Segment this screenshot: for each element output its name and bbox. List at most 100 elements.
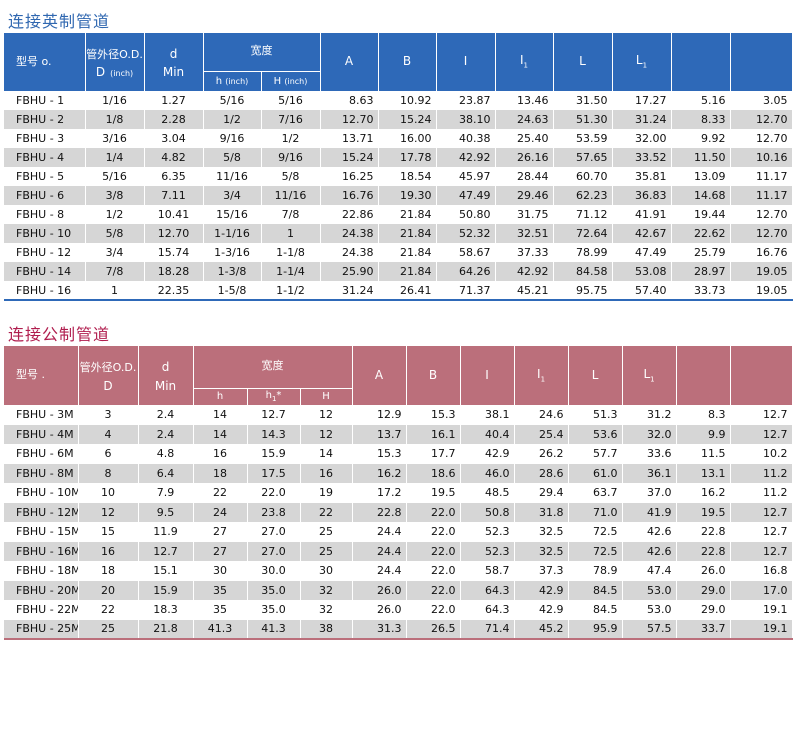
- value-cell: 9.5: [138, 502, 194, 522]
- value-cell: 64.26: [436, 262, 496, 281]
- value-cell: 35.0: [247, 580, 301, 600]
- value-cell: 32.00: [612, 129, 672, 148]
- header-h: h (inch): [203, 70, 262, 91]
- header-L1: L1: [622, 346, 677, 405]
- model-cell: FBHU - 6: [4, 186, 86, 205]
- header-blank-1: [676, 346, 731, 405]
- value-cell: 16: [193, 444, 248, 464]
- value-cell: 23.8: [247, 502, 301, 522]
- value-cell: 11/16: [203, 167, 262, 186]
- value-cell: 5/8: [261, 167, 321, 186]
- value-cell: 17.27: [612, 91, 672, 110]
- value-cell: 32.5: [514, 522, 569, 542]
- header-L: L: [553, 33, 613, 91]
- value-cell: 15/16: [203, 205, 262, 224]
- value-cell: 1/16: [85, 91, 145, 110]
- value-cell: 17.2: [352, 483, 407, 503]
- value-cell: 41.3: [247, 619, 301, 640]
- value-cell: 10.16: [730, 148, 793, 167]
- value-cell: 17.0: [730, 580, 793, 600]
- value-cell: 25.90: [320, 262, 379, 281]
- value-cell: 38.1: [460, 405, 515, 425]
- header-h: h: [193, 387, 248, 405]
- value-cell: 12.7: [247, 405, 301, 425]
- value-cell: 8: [78, 463, 139, 483]
- value-cell: 30: [193, 561, 248, 581]
- model-cell: FBHU - 10M: [4, 483, 79, 503]
- model-cell: FBHU - 20M: [4, 580, 79, 600]
- value-cell: 15.3: [352, 444, 407, 464]
- value-cell: 27: [193, 541, 248, 561]
- value-cell: 2.4: [138, 405, 194, 425]
- value-cell: 42.6: [622, 541, 677, 561]
- value-cell: 12.9: [352, 405, 407, 425]
- value-cell: 31.75: [495, 205, 554, 224]
- value-cell: 1: [85, 281, 145, 301]
- value-cell: 3.04: [144, 129, 204, 148]
- value-cell: 12.7: [730, 541, 793, 561]
- value-cell: 16.76: [730, 243, 793, 262]
- value-cell: 24.4: [352, 522, 407, 542]
- value-cell: 12: [78, 502, 139, 522]
- value-cell: 14.3: [247, 424, 301, 444]
- value-cell: 25.40: [495, 129, 554, 148]
- value-cell: 53.0: [622, 580, 677, 600]
- table-row: FBHU - 4 1/4 4.82 5/8 9/16 15.24 17.78 42.92 26.…: [4, 148, 793, 167]
- table-row: FBHU - 5 5/16 6.35 11/16 5/8 16.25 18.54 45.97 2…: [4, 167, 793, 186]
- value-cell: 64.3: [460, 600, 515, 620]
- model-cell: FBHU - 15M: [4, 522, 79, 542]
- value-cell: 11.17: [730, 186, 793, 205]
- value-cell: 5/8: [85, 224, 145, 243]
- value-cell: 11.17: [730, 167, 793, 186]
- value-cell: 57.40: [612, 281, 672, 301]
- value-cell: 24.4: [352, 561, 407, 581]
- header-d-min: d Min: [138, 346, 194, 405]
- value-cell: 8.3: [676, 405, 731, 425]
- header-H: H: [300, 387, 353, 405]
- value-cell: 24: [193, 502, 248, 522]
- value-cell: 7.9: [138, 483, 194, 503]
- table-row: FBHU - 4M 4 2.4 14 14.3 12 13.7 16.1 40.4 25.4 53.…: [4, 424, 793, 444]
- value-cell: 38.10: [436, 110, 496, 129]
- value-cell: 13.09: [671, 167, 731, 186]
- value-cell: 12.70: [730, 224, 793, 243]
- value-cell: 11.9: [138, 522, 194, 542]
- value-cell: 32.5: [514, 541, 569, 561]
- value-cell: 19.05: [730, 262, 793, 281]
- value-cell: 19.1: [730, 619, 793, 640]
- value-cell: 47.49: [612, 243, 672, 262]
- model-cell: FBHU - 6M: [4, 444, 79, 464]
- model-cell: FBHU - 16M: [4, 541, 79, 561]
- value-cell: 18: [78, 561, 139, 581]
- value-cell: 45.21: [495, 281, 554, 301]
- value-cell: 31.3: [352, 619, 407, 640]
- value-cell: 12.7: [730, 424, 793, 444]
- value-cell: 27.0: [247, 541, 301, 561]
- value-cell: 21.84: [378, 224, 437, 243]
- value-cell: 78.99: [553, 243, 613, 262]
- value-cell: 62.23: [553, 186, 613, 205]
- value-cell: 29.4: [514, 483, 569, 503]
- value-cell: 1-3/8: [203, 262, 262, 281]
- value-cell: 10: [78, 483, 139, 503]
- value-cell: 32: [300, 580, 353, 600]
- value-cell: 31.50: [553, 91, 613, 110]
- header-model: 型号 o.: [4, 33, 86, 91]
- value-cell: 57.7: [568, 444, 623, 464]
- model-cell: FBHU - 5: [4, 167, 86, 186]
- value-cell: 15.9: [138, 580, 194, 600]
- value-cell: 1.27: [144, 91, 204, 110]
- value-cell: 15.1: [138, 561, 194, 581]
- value-cell: 12.7: [730, 522, 793, 542]
- table-row: FBHU - 16 1 22.35 1-5/8 1-1/2 31.24 26.41 71.37…: [4, 281, 793, 301]
- value-cell: 72.64: [553, 224, 613, 243]
- value-cell: 11/16: [261, 186, 321, 205]
- table-row: FBHU - 10M 10 7.9 22 22.0 19 17.2 19.5 48.5 29.4 6…: [4, 483, 793, 503]
- value-cell: 10.41: [144, 205, 204, 224]
- value-cell: 15: [78, 522, 139, 542]
- model-cell: FBHU - 3: [4, 129, 86, 148]
- value-cell: 22.0: [247, 483, 301, 503]
- value-cell: 9/16: [261, 148, 321, 167]
- value-cell: 15.24: [378, 110, 437, 129]
- value-cell: 22.0: [406, 541, 461, 561]
